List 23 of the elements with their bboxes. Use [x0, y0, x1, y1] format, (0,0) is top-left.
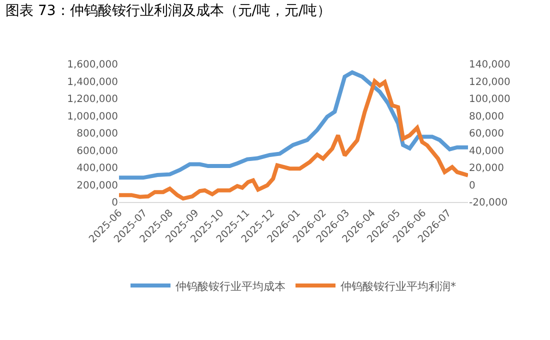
- y-tick-label: 1,600,000: [67, 60, 118, 70]
- y2-tick-label: 100,000: [469, 94, 510, 105]
- line-series: [119, 79, 468, 201]
- y2-tick-label: 80,000: [469, 111, 504, 122]
- y2-tick-label: 20,000: [469, 163, 504, 174]
- y-tick-label: 200,000: [76, 180, 118, 192]
- y-tick-label: 1,200,000: [67, 94, 118, 105]
- y2-tick-label: 40,000: [469, 146, 504, 157]
- legend-label: 仲钨酸铵行业平均成本: [176, 280, 286, 293]
- y-tick-label: 1,000,000: [67, 111, 118, 122]
- y-tick-label: 800,000: [76, 128, 118, 140]
- y2-tick-label: 60,000: [469, 128, 504, 140]
- y2-tick-label: 140,000: [469, 60, 510, 70]
- legend-label: 仲钨酸铵行业平均利润*: [340, 280, 456, 293]
- y2-tick-label: 120,000: [469, 76, 510, 88]
- line-series: [119, 70, 468, 180]
- y-tick-label: 400,000: [76, 163, 118, 174]
- chart-title: 图表 73：仲钨酸铵行业利润及成本（元/吨，元/吨）: [6, 2, 332, 19]
- y2-tick-label: 0: [469, 180, 476, 192]
- y-tick-label: 600,000: [76, 146, 118, 157]
- y-tick-label: 0: [112, 198, 118, 208]
- y2-tick-label: -20,000: [469, 198, 508, 208]
- y-tick-label: 1,400,000: [67, 76, 118, 88]
